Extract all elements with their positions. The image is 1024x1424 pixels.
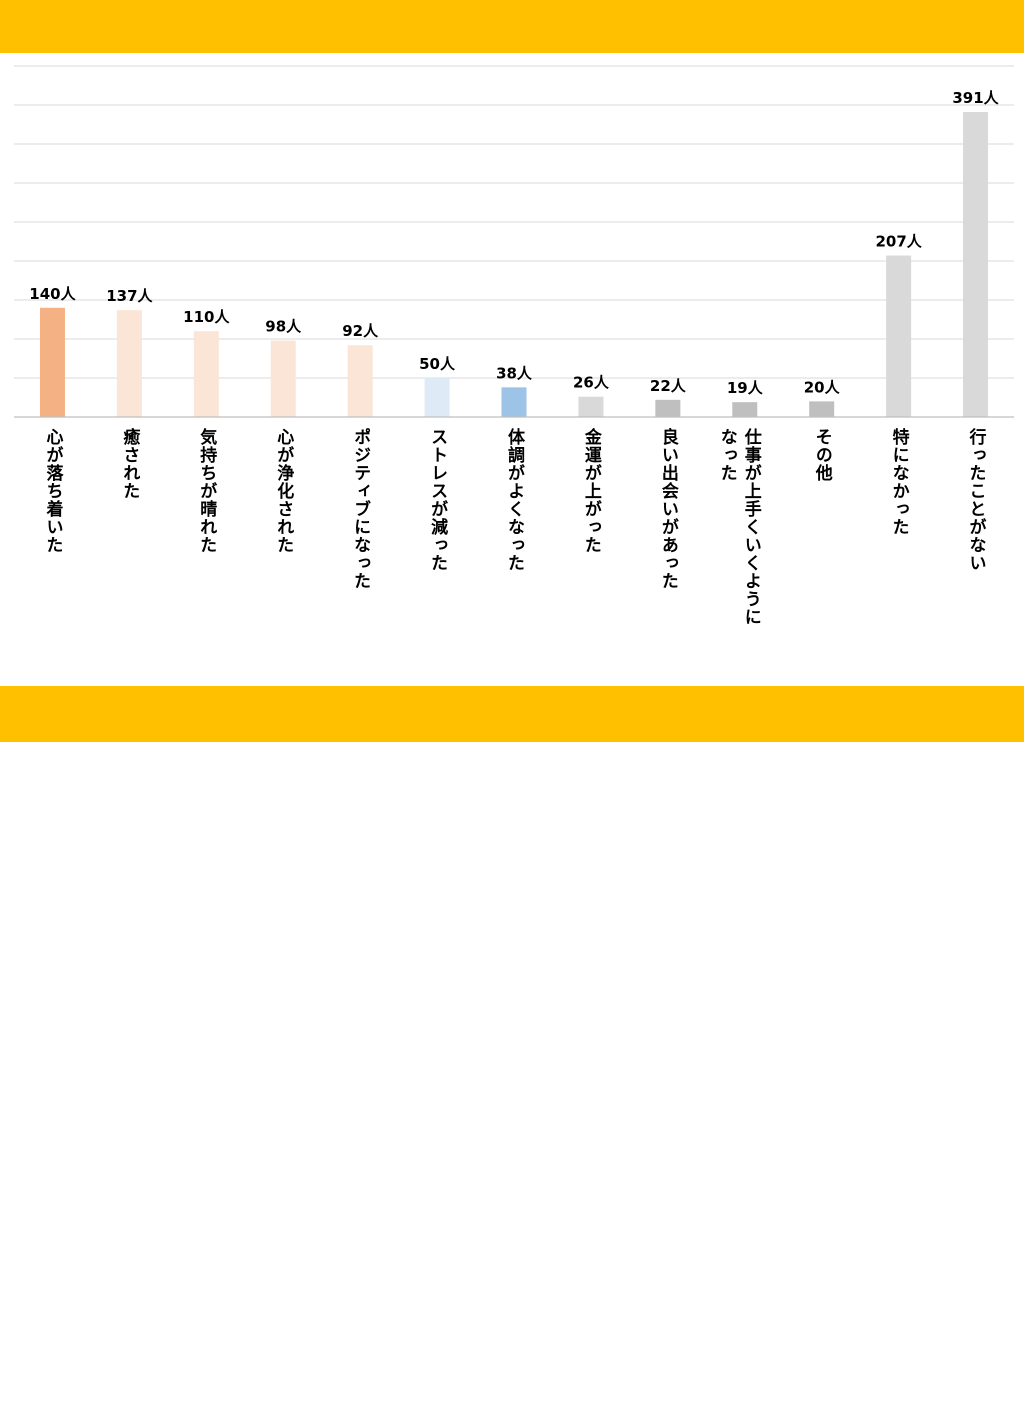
bar [39,307,65,417]
data-label: 137人 [106,287,153,305]
data-label: 22人 [650,377,687,395]
category-label: 心が落ち着いた [42,428,63,554]
category-label: 特になかった [888,428,909,536]
bar [424,378,450,417]
data-label: 391人 [952,89,999,107]
category-label: 気持ちが晴れた [196,428,217,554]
category-label: 良い出会いがあった [657,428,678,590]
bottom-banner: NAVIT CO.,LTD. www.navit-j.com [0,686,1024,1420]
category-label: 仕事が上手くいくように なった [716,428,761,626]
bar [732,402,758,417]
category-label: その他 [811,428,832,482]
bar [578,396,604,417]
top-banner [0,0,1024,53]
category-label: 体調がよくなった [504,428,524,572]
bar [193,331,219,417]
category-label: 金運が上がった [580,428,601,554]
category-label: ポジティブになった [350,428,371,590]
logo-url: www.navit-j.com [890,1407,994,1420]
data-label: 26人 [573,374,610,392]
data-label: 98人 [265,318,302,336]
bar [886,255,912,417]
bar [963,112,989,418]
bar [501,387,527,417]
bar [116,310,142,417]
data-label: 92人 [342,322,379,340]
data-label: 140人 [29,285,76,303]
data-label: 19人 [727,379,764,397]
data-label: 207人 [875,233,922,251]
bar [809,401,835,417]
bar [347,345,373,417]
logo-word: NAVIT [846,1373,953,1408]
data-label: 50人 [419,355,456,373]
data-label: 20人 [804,378,841,396]
logo-suffix: CO.,LTD. [964,1388,1011,1399]
bar-chart: 140人 137人 110人 98人 92人 50人 38人 26人 22人 19人 20人 207人… [14,65,1014,418]
data-label: 38人 [496,364,533,382]
category-label: 心が浄化された [273,428,294,554]
category-label: ストレスが減った [427,428,448,572]
data-label: 110人 [183,308,230,326]
bar [270,340,296,417]
navit-logo: NAVIT CO.,LTD. www.navit-j.com [846,1376,1018,1424]
bar [655,399,681,417]
category-label: 行ったことがない [965,428,986,572]
category-label: 癒された [119,428,140,500]
